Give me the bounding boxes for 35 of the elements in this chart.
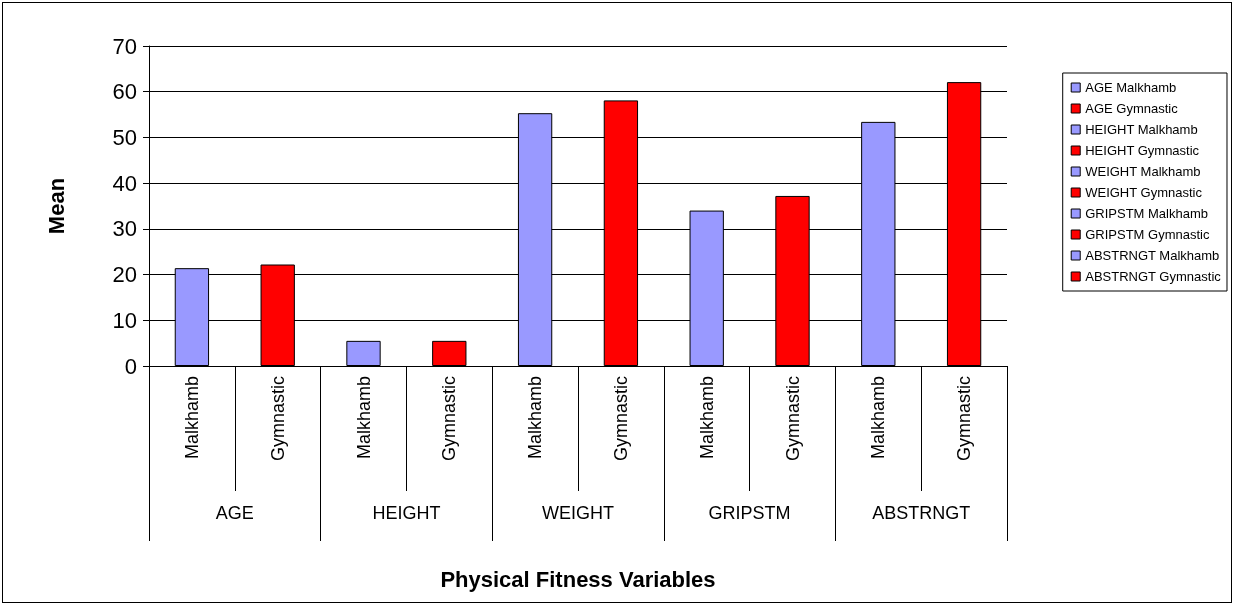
legend-label: WEIGHT Gymnastic xyxy=(1085,185,1203,200)
y-tick-label: 10 xyxy=(112,307,137,333)
y-tick-label: 60 xyxy=(112,79,137,105)
text: HEIGHT xyxy=(372,503,441,523)
x-tick-label: Gymnastic xyxy=(782,376,803,462)
x-tick-label: Malkhamb xyxy=(525,376,546,460)
x-tick-label: Gymnastic xyxy=(610,376,631,462)
legend-label: GRIPSTM Malkhamb xyxy=(1085,206,1209,221)
x-axis-title: Physical Fitness Variables xyxy=(440,566,716,592)
x-tick-label: Malkhamb xyxy=(181,376,202,460)
y-axis-title: Mean xyxy=(43,177,69,235)
legend-label: AGE Malkhamb xyxy=(1085,80,1177,95)
text: AGE xyxy=(215,503,254,523)
text: WEIGHT xyxy=(542,503,614,523)
legend-label: HEIGHT Malkhamb xyxy=(1085,122,1198,137)
y-tick-label: 50 xyxy=(112,124,137,150)
legend-label: WEIGHT Malkhamb xyxy=(1085,164,1201,179)
text: ABSTRNGT xyxy=(872,503,971,523)
x-tick-label: Gymnastic xyxy=(439,376,460,462)
legend-label: ABSTRNGT Malkhamb xyxy=(1085,248,1220,263)
x-tick-label: Malkhamb xyxy=(696,376,717,460)
x-tick-label: Malkhamb xyxy=(868,376,889,460)
legend-label: AGE Gymnastic xyxy=(1085,101,1179,116)
y-tick-label: 40 xyxy=(112,170,137,196)
y-tick-label: 70 xyxy=(112,33,137,59)
legend-label: GRIPSTM Gymnastic xyxy=(1085,227,1210,242)
y-tick-label: 20 xyxy=(112,262,137,288)
x-tick-label: Malkhamb xyxy=(353,376,374,460)
legend-label: HEIGHT Gymnastic xyxy=(1085,143,1200,158)
x-tick-label: Gymnastic xyxy=(267,376,288,462)
text: GRIPSTM xyxy=(708,503,791,523)
y-tick-label: 0 xyxy=(124,353,137,379)
legend-label: ABSTRNGT Gymnastic xyxy=(1085,269,1222,284)
y-tick-label: 30 xyxy=(112,216,137,242)
x-tick-label: Gymnastic xyxy=(954,376,975,462)
